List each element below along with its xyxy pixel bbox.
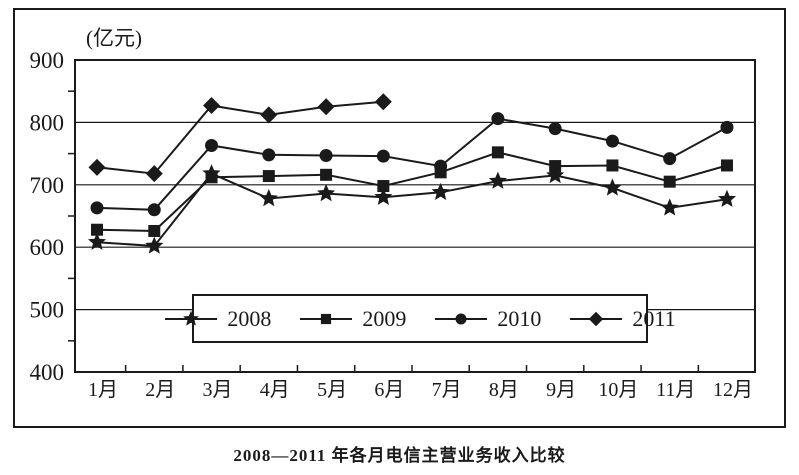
data-point-2009 [320,168,333,181]
data-point-2011 [88,158,106,176]
legend-label-2011: 2011 [632,305,676,331]
data-point-2009 [606,159,619,172]
data-point-2010 [90,201,104,215]
data-point-2008 [488,171,507,189]
data-point-2009 [148,224,161,237]
data-point-2009 [663,175,676,188]
legend-label-2009: 2009 [362,305,407,331]
diamond-marker-icon [570,311,623,326]
x-axis-label: 2月 [145,379,175,401]
data-point-2010 [491,112,505,126]
data-point-2008 [87,232,107,250]
data-point-2011 [145,165,163,183]
data-point-2010 [319,148,333,162]
legend-item-2010: 2010 [434,305,542,331]
data-point-2010 [720,120,734,134]
series-line-2009 [96,151,728,233]
data-point-2009 [262,170,275,183]
y-axis-label: 400 [30,360,65,385]
data-point-2009 [720,159,733,172]
data-point-2010 [205,138,219,152]
x-axis-label: 9月 [546,379,576,401]
chart-title: 2008—2011 年各月电信主营业务收入比较 [233,446,566,465]
data-point-2008 [259,189,278,207]
data-point-2008 [603,178,622,196]
data-point-2008 [317,184,336,202]
legend-label-2008: 2008 [227,305,272,331]
data-point-2008 [145,236,164,254]
y-axis-label: 700 [30,173,65,198]
data-point-2011 [317,98,335,116]
y-axis-label: 600 [30,235,65,260]
legend-marker-2009 [321,313,332,324]
data-point-2008 [546,165,565,184]
data-point-2009 [549,160,562,173]
legend-item-2009: 2009 [299,305,407,331]
data-point-2010 [147,203,161,217]
data-point-2010 [262,148,276,162]
data-point-2009 [205,171,218,184]
legend-marker-2008 [183,310,200,326]
data-point-2011 [374,93,392,111]
x-axis-label: 8月 [489,379,519,401]
x-axis-label: 12月 [713,379,753,401]
data-point-2009 [91,223,103,236]
data-point-2008 [660,198,679,216]
series-line-2011 [96,100,384,175]
data-point-2008 [717,189,737,207]
legend-label-2010: 2010 [497,305,542,331]
star-marker-icon [165,310,218,326]
data-point-2008 [374,187,393,205]
y-axis-label: 900 [30,48,65,73]
data-point-2010 [663,152,677,166]
data-point-2011 [260,106,278,124]
x-axis-label: 7月 [432,379,462,401]
x-axis-label: 11月 [656,379,695,401]
legend: 2008 2009 2010 2011 [165,294,676,343]
data-point-2010 [605,134,619,148]
y-axis-label: 800 [30,110,65,135]
y-axis-unit-label: (亿元) [86,26,142,50]
data-point-2011 [203,97,221,115]
legend-marker-2010 [455,312,467,325]
circle-marker-icon [435,312,488,325]
series-line-2010 [96,117,728,211]
data-point-2008 [431,182,450,200]
legend-item-2008: 2008 [164,305,272,331]
x-axis-label: 6月 [374,379,404,401]
data-point-2009 [377,180,390,193]
x-axis-label: 3月 [203,379,233,401]
x-axis-label: 1月 [88,379,118,401]
data-point-2010 [434,159,448,173]
x-axis-label: 4月 [260,379,290,401]
data-point-2010 [548,122,562,136]
legend-item-2011: 2011 [569,305,676,331]
x-axis-label: 10月 [598,379,638,401]
data-point-2009 [491,146,504,159]
outer-frame [13,8,786,428]
data-point-2010 [376,149,390,163]
square-marker-icon [300,313,353,324]
x-axis-label: 5月 [317,379,347,401]
legend-marker-2011 [589,311,604,326]
y-axis-label: 500 [30,298,65,323]
